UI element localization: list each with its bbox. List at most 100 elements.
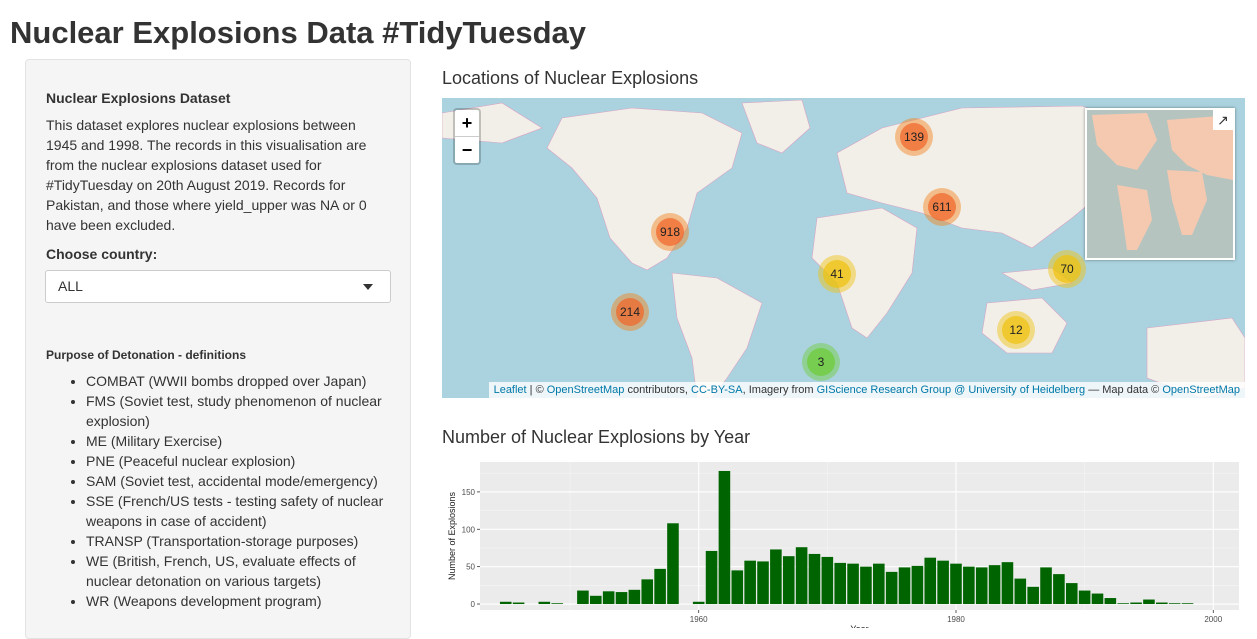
chart-svg: 0 50 100 150 1960 1980 2000 Number of Explosion… bbox=[447, 462, 1239, 634]
chevron-down-icon bbox=[363, 284, 373, 290]
dataset-heading: Nuclear Explosions Dataset bbox=[46, 90, 231, 106]
chart-bar bbox=[641, 579, 654, 605]
cluster-count: 41 bbox=[823, 260, 851, 288]
definition-item: TRANSP (Transportation-storage purposes) bbox=[86, 531, 391, 551]
map-attribution: Leaflet | © OpenStreetMap contributors, … bbox=[488, 382, 1245, 398]
y-tick-label: 0 bbox=[471, 600, 476, 609]
marker-cluster[interactable]: 3 bbox=[802, 343, 840, 381]
y-tick-label: 100 bbox=[462, 525, 476, 534]
chart-bar bbox=[834, 562, 846, 605]
chart-bar bbox=[795, 547, 808, 605]
chart-bar bbox=[744, 560, 756, 605]
marker-cluster[interactable]: 139 bbox=[895, 118, 933, 156]
minimap-toggle-button[interactable]: ↗ bbox=[1213, 110, 1233, 130]
country-select[interactable]: ALL bbox=[45, 270, 391, 303]
bar-chart: 0 50 100 150 1960 1980 2000 Number of Explosion… bbox=[442, 455, 1242, 634]
cluster-count: 214 bbox=[616, 298, 644, 326]
marker-cluster[interactable]: 41 bbox=[818, 255, 856, 293]
cluster-count: 70 bbox=[1053, 255, 1081, 283]
marker-cluster[interactable]: 214 bbox=[611, 293, 649, 331]
chart-bar bbox=[1014, 578, 1027, 605]
y-tick-label: 50 bbox=[466, 563, 475, 572]
y-axis-label: Number of Explosions bbox=[447, 491, 457, 580]
minimap-landmasses bbox=[1092, 113, 1233, 250]
chart-bar bbox=[499, 601, 512, 605]
marker-cluster[interactable]: 12 bbox=[997, 311, 1035, 349]
chart-bar bbox=[628, 589, 641, 605]
cluster-count: 12 bbox=[1002, 316, 1030, 344]
chart-bar bbox=[705, 550, 718, 605]
chart-bar bbox=[1053, 574, 1065, 605]
chart-bar bbox=[821, 556, 834, 605]
chart-bar bbox=[512, 602, 525, 605]
osm-link[interactable]: OpenStreetMap bbox=[546, 384, 625, 396]
chart-bar bbox=[718, 470, 731, 605]
dataset-description: This dataset explores nuclear explosions… bbox=[46, 117, 367, 233]
chart-bar bbox=[808, 553, 821, 605]
zoom-in-button[interactable]: + bbox=[455, 110, 479, 137]
chart-bar bbox=[898, 567, 911, 605]
chart-bar bbox=[615, 592, 628, 605]
chart-bar bbox=[577, 590, 589, 605]
cluster-count: 3 bbox=[807, 348, 835, 376]
chart-bar bbox=[1156, 602, 1168, 605]
chart-bar bbox=[589, 595, 602, 605]
x-tick-label: 1960 bbox=[690, 615, 708, 624]
leaflet-map[interactable]: + − 139 611 918 214 41 70 12 3 ↗ Leaflet… bbox=[442, 98, 1245, 398]
chart-bar bbox=[654, 568, 666, 605]
chart-bar bbox=[885, 571, 898, 605]
giscience-link[interactable]: GIScience Research Group @ University of… bbox=[816, 384, 1086, 396]
chart-bar bbox=[1130, 602, 1142, 605]
map-title: Locations of Nuclear Explosions bbox=[442, 68, 699, 88]
chart-bar bbox=[1143, 599, 1155, 605]
minimap[interactable]: ↗ bbox=[1085, 108, 1235, 260]
chart-bar bbox=[950, 563, 962, 605]
chart-bar bbox=[924, 557, 937, 605]
definition-item: WR (Weapons development program) bbox=[86, 591, 391, 611]
definition-item: WE (British, French, US, evaluate effect… bbox=[86, 551, 391, 591]
attribution-text: | © bbox=[526, 384, 547, 396]
definition-item: SSE (French/US tests - testing safety of… bbox=[86, 491, 391, 531]
chart-bar bbox=[937, 560, 949, 605]
chart-bar bbox=[757, 561, 769, 605]
chart-title: Number of Nuclear Explosions by Year bbox=[442, 427, 751, 447]
chart-bar bbox=[988, 565, 1001, 605]
attribution-text: contributors, bbox=[624, 384, 692, 396]
x-tick-label: 1980 bbox=[947, 615, 965, 624]
chart-bar bbox=[975, 567, 988, 605]
marker-cluster[interactable]: 611 bbox=[923, 188, 961, 226]
chart-bar bbox=[873, 563, 885, 605]
x-axis-label: Year bbox=[850, 624, 868, 628]
marker-cluster[interactable]: 70 bbox=[1048, 250, 1086, 288]
chart-bar bbox=[1104, 598, 1117, 605]
chart-bar bbox=[1001, 562, 1014, 605]
sidebar-panel: Nuclear Explosions Dataset This dataset … bbox=[25, 59, 411, 639]
chart-bar bbox=[770, 549, 782, 605]
chart-bar bbox=[1040, 567, 1052, 605]
leaflet-link[interactable]: Leaflet bbox=[493, 384, 527, 396]
chart-bar bbox=[1091, 593, 1104, 605]
page-title: Nuclear Explosions Data #TidyTuesday bbox=[10, 15, 586, 50]
chart-bar bbox=[602, 591, 615, 605]
chart-bar bbox=[1027, 586, 1039, 605]
attribution-text: — Map data © bbox=[1085, 384, 1163, 396]
x-tick-label: 2000 bbox=[1204, 615, 1222, 624]
definitions-list: COMBAT (WWII bombs dropped over Japan) F… bbox=[46, 371, 391, 611]
definition-item: COMBAT (WWII bombs dropped over Japan) bbox=[86, 371, 391, 391]
chart-bar bbox=[1181, 603, 1194, 605]
marker-cluster[interactable]: 918 bbox=[651, 213, 689, 251]
definitions-heading: Purpose of Detonation - definitions bbox=[46, 348, 246, 362]
chart-bar bbox=[538, 601, 551, 605]
chart-bar bbox=[860, 566, 872, 605]
attribution-text: , Imagery from bbox=[742, 384, 817, 396]
osm-link-2[interactable]: OpenStreetMap bbox=[1162, 384, 1240, 396]
zoom-out-button[interactable]: − bbox=[461, 140, 473, 160]
country-select-value: ALL bbox=[58, 278, 83, 294]
definition-item: FMS (Soviet test, study phenomenon of nu… bbox=[86, 391, 391, 431]
chart-bar bbox=[731, 570, 744, 605]
chart-bar bbox=[667, 523, 679, 605]
license-link[interactable]: CC-BY-SA bbox=[691, 384, 743, 396]
cluster-count: 139 bbox=[900, 123, 928, 151]
chart-bar bbox=[911, 565, 924, 605]
cluster-count: 918 bbox=[656, 218, 684, 246]
